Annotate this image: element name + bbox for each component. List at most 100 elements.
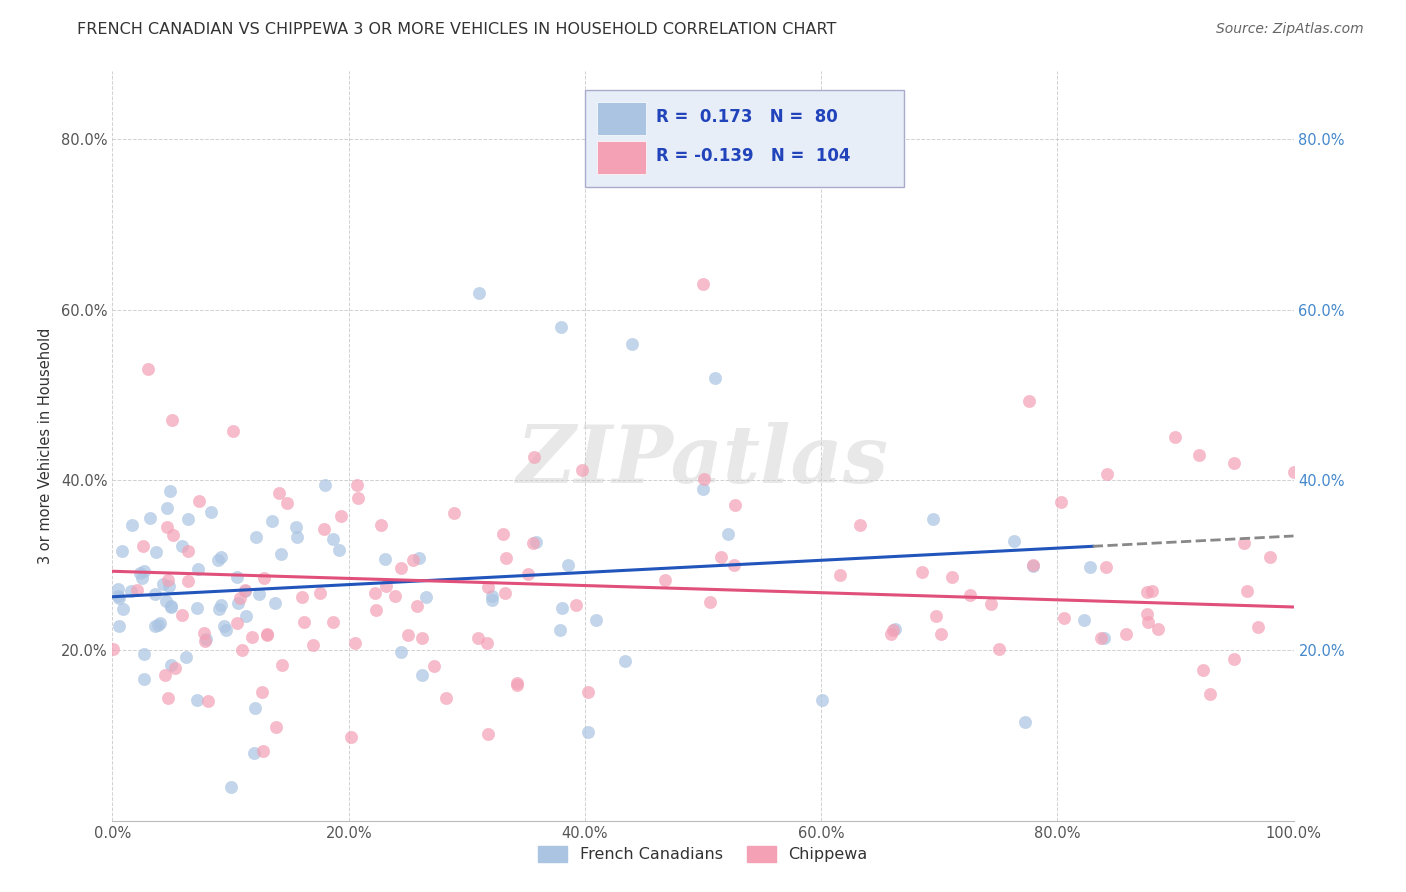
Point: [402, 553, 425, 567]
Point: [156, 500, 179, 515]
Point: [494, 586, 516, 600]
Point: [654, 573, 676, 587]
Point: [177, 512, 200, 526]
Point: [585, 613, 607, 627]
Point: [375, 579, 398, 593]
Point: [1137, 615, 1160, 629]
Point: [107, 589, 129, 603]
Point: [271, 657, 294, 672]
Point: [222, 424, 245, 438]
Point: [406, 599, 429, 614]
Point: [270, 547, 292, 561]
Point: [550, 319, 572, 334]
Point: [240, 630, 263, 644]
Point: [339, 730, 361, 744]
Point: [492, 527, 515, 541]
Point: [1053, 611, 1076, 625]
Point: [415, 590, 437, 604]
Point: [347, 491, 370, 505]
Point: [111, 601, 134, 615]
FancyBboxPatch shape: [596, 141, 647, 174]
Point: [692, 482, 714, 496]
Point: [269, 486, 291, 500]
Point: [434, 690, 457, 705]
Point: [987, 642, 1010, 657]
Point: [576, 685, 599, 699]
Point: [921, 511, 943, 525]
Point: [187, 562, 209, 576]
Point: [253, 571, 276, 585]
Point: [1199, 687, 1222, 701]
Point: [443, 507, 465, 521]
Point: [129, 566, 152, 580]
Point: [132, 565, 155, 579]
Point: [328, 542, 350, 557]
Point: [195, 632, 218, 647]
Point: [291, 590, 314, 604]
Point: [1050, 495, 1073, 509]
Point: [370, 518, 392, 533]
Point: [411, 631, 433, 645]
Point: [235, 608, 257, 623]
Point: [162, 528, 184, 542]
Point: [229, 591, 252, 606]
Point: [550, 601, 572, 615]
Point: [207, 601, 229, 615]
Point: [156, 520, 179, 534]
Point: [884, 622, 907, 636]
Point: [1140, 583, 1163, 598]
Point: [322, 533, 344, 547]
Point: [481, 589, 503, 603]
Point: [1002, 534, 1025, 549]
Point: [245, 701, 267, 715]
Point: [284, 520, 307, 534]
Point: [160, 599, 183, 613]
Point: [226, 596, 249, 610]
Point: [477, 727, 499, 741]
Point: [276, 496, 298, 510]
Point: [366, 603, 388, 617]
Point: [523, 450, 546, 464]
Point: [980, 597, 1002, 611]
Point: [1164, 430, 1187, 444]
Point: [156, 573, 179, 587]
Point: [149, 615, 172, 630]
Point: [108, 591, 131, 605]
Point: [193, 626, 215, 640]
Point: [1078, 560, 1101, 574]
Point: [506, 676, 529, 690]
Point: [408, 550, 430, 565]
Point: [143, 587, 166, 601]
Point: [1021, 558, 1043, 572]
Point: [155, 594, 177, 608]
Point: [165, 661, 187, 675]
Point: [1135, 607, 1157, 622]
Point: [264, 596, 287, 610]
Point: [212, 619, 235, 633]
Point: [941, 569, 963, 583]
Point: [186, 601, 208, 615]
Point: [322, 615, 344, 630]
Point: [929, 627, 952, 641]
Point: [1188, 448, 1211, 462]
Point: [724, 499, 747, 513]
Point: [524, 535, 547, 549]
Point: [108, 619, 131, 633]
Point: [477, 636, 499, 650]
Point: [226, 615, 249, 630]
Point: [143, 619, 166, 633]
Point: [264, 720, 287, 734]
Point: [111, 544, 134, 558]
Point: [467, 631, 489, 645]
Point: [177, 544, 200, 558]
Point: [882, 624, 904, 638]
Point: [314, 478, 336, 492]
Point: [127, 582, 149, 597]
Point: [621, 336, 644, 351]
Point: [495, 551, 517, 566]
Point: [396, 628, 419, 642]
Point: [1223, 456, 1246, 470]
Point: [120, 584, 142, 599]
Point: [1073, 613, 1095, 627]
Point: [159, 484, 181, 499]
